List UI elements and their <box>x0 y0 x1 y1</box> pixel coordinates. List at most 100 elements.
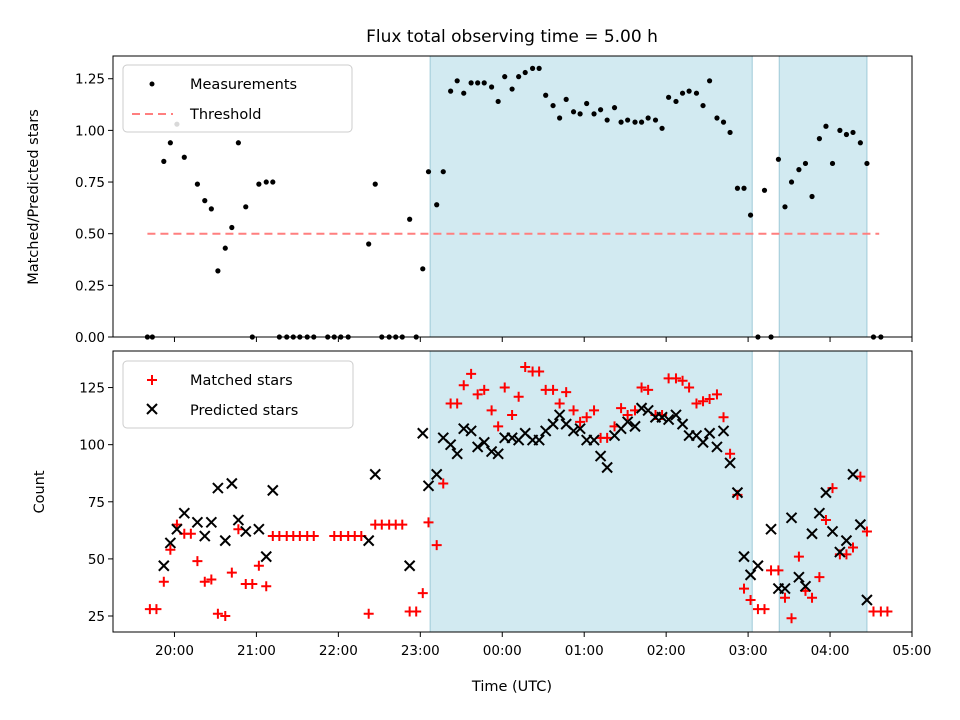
bottom-predicted-point <box>417 427 429 439</box>
bottom-x-tick-label: 03:00 <box>729 643 768 659</box>
bottom-matched-point <box>308 531 319 542</box>
top-measurement-point <box>761 187 768 193</box>
top-measurement-point <box>741 185 747 191</box>
bottom-matched-point <box>793 551 804 562</box>
top-measurement-point <box>659 125 665 131</box>
bottom-matched-point <box>677 375 688 386</box>
top-measurement-point <box>550 102 556 109</box>
legend-matched-label: Matched stars <box>190 373 293 389</box>
bottom-matched-point <box>493 421 504 432</box>
bottom-y-tick-label: 75 <box>88 495 105 511</box>
top-measurement-point <box>543 92 549 98</box>
bottom-predicted-point <box>703 427 716 439</box>
bottom-predicted-point <box>212 482 224 494</box>
top-y-tick-label: 0.00 <box>75 330 105 346</box>
bottom-matched-point <box>711 389 722 400</box>
bottom-matched-point <box>466 368 477 379</box>
bottom-predicted-point <box>601 461 613 474</box>
bottom-matched-point <box>691 398 702 409</box>
bottom-matched-point <box>452 398 463 409</box>
top-measurement-point <box>270 179 276 185</box>
top-measurement-point <box>727 129 733 136</box>
top-measurement-point <box>816 136 822 142</box>
top-y-tick-label: 0.50 <box>75 227 105 243</box>
bottom-matched-point <box>882 606 893 617</box>
top-measurement-point <box>645 115 651 121</box>
bottom-matched-point <box>704 393 715 404</box>
bottom-matched-point <box>458 380 469 391</box>
bottom-predicted-point <box>834 546 846 558</box>
top-measurement-point <box>782 204 788 210</box>
top-measurement-point <box>829 160 836 167</box>
bottom-x-tick-label: 01:00 <box>565 643 604 659</box>
top-axes-frame <box>112 55 913 338</box>
bottom-predicted-point <box>403 560 416 572</box>
top-measurement-point <box>235 140 241 146</box>
top-measurement-point <box>557 115 563 121</box>
bottom-matched-point <box>807 592 818 603</box>
top-measurement-point <box>577 111 583 117</box>
bottom-matched-point <box>568 405 579 416</box>
bottom-matched-point <box>745 595 756 606</box>
bottom-matched-point <box>192 556 203 567</box>
bottom-predicted-point <box>847 468 859 481</box>
top-measurement-point <box>522 69 528 76</box>
top-measurement-point <box>638 119 645 125</box>
top-measurement-point <box>618 119 624 125</box>
legend-threshold-label: Threshold <box>189 107 261 123</box>
bottom-matched-point <box>548 384 559 395</box>
bottom-x-tick-label: 02:00 <box>647 643 686 659</box>
top-measurement-point <box>366 241 372 247</box>
bottom-predicted-point <box>588 434 600 446</box>
bottom-matched-point <box>575 416 586 427</box>
bottom-matched-point <box>814 572 825 583</box>
bottom-predicted-point <box>840 534 853 547</box>
bottom-predicted-point <box>854 518 867 531</box>
bottom-matched-point <box>431 540 442 551</box>
bottom-x-tick-label: 22:00 <box>319 643 358 659</box>
bottom-predicted-point <box>171 523 183 535</box>
bottom-predicted-point <box>362 534 375 547</box>
top-measurement-point <box>591 111 597 117</box>
bottom-matched-point <box>847 542 858 553</box>
top-measurement-point <box>714 115 720 121</box>
bottom-matched-point <box>212 608 223 619</box>
bottom-matched-point <box>363 608 374 619</box>
bottom-predicted-point <box>744 569 757 581</box>
bottom-predicted-point <box>226 477 238 490</box>
top-measurement-point <box>625 117 631 123</box>
bottom-predicted-point <box>567 425 580 437</box>
bottom-matched-point <box>739 583 750 594</box>
top-y-axis-label: Matched/Predicted stars <box>26 109 42 285</box>
top-measurement-point <box>440 169 446 175</box>
bottom-matched-point <box>861 526 872 537</box>
bottom-y-tick-label: 50 <box>88 552 105 568</box>
bottom-predicted-point <box>676 418 689 430</box>
top-measurement-point <box>775 156 782 162</box>
bottom-predicted-point <box>826 525 839 538</box>
bottom-predicted-point <box>506 432 518 444</box>
bottom-predicted-point <box>430 468 443 481</box>
bottom-matched-point <box>423 517 434 528</box>
bottom-matched-point <box>247 579 258 590</box>
top-measurement-point <box>632 119 638 125</box>
top-measurement-point <box>857 140 863 146</box>
bottom-matched-point <box>520 361 531 372</box>
bottom-predicted-point <box>158 560 170 572</box>
top-measurement-point <box>256 181 262 187</box>
top-measurement-point <box>611 105 618 111</box>
bottom-matched-point <box>397 519 408 530</box>
bottom-matched-point <box>786 613 797 624</box>
bottom-predicted-point <box>656 411 668 423</box>
bottom-predicted-point <box>861 594 873 606</box>
bottom-x-tick-label: 05:00 <box>893 643 932 659</box>
top-legend: Measurements Threshold <box>122 64 353 133</box>
bottom-x-tick-label: 00:00 <box>483 643 522 659</box>
bottom-predicted-point <box>444 438 457 451</box>
top-measurement-point <box>843 131 850 138</box>
top-measurement-point <box>673 98 679 105</box>
bottom-matched-point <box>507 409 518 420</box>
top-measurement-point <box>850 129 856 136</box>
bottom-panel: 25 50 75 100 125 20:00 21:00 22:00 23:00 00:00 01:… <box>79 350 932 659</box>
bottom-predicted-point <box>785 512 798 524</box>
